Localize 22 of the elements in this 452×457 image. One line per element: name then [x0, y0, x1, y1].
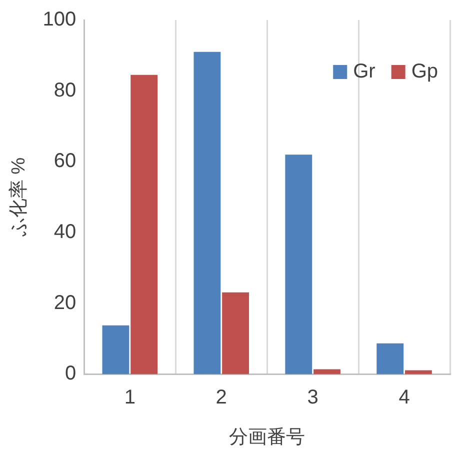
x-axis-title: 分画番号 — [229, 426, 306, 448]
bar — [314, 369, 340, 374]
y-tick-label: 80 — [54, 79, 76, 102]
bar — [194, 52, 221, 374]
legend-label: Gr — [353, 60, 376, 83]
x-tick-label: 1 — [124, 386, 136, 409]
bar — [130, 74, 158, 374]
x-tick-label: 3 — [307, 386, 318, 409]
y-tick-label: 40 — [54, 221, 76, 244]
x-tick-label: 4 — [398, 386, 410, 409]
bar — [102, 325, 130, 374]
y-tick-label: 20 — [54, 292, 76, 314]
legend-label: Gp — [411, 60, 438, 83]
y-tick-label: 100 — [42, 8, 76, 31]
bar — [404, 370, 432, 374]
bar — [376, 343, 404, 374]
bar — [222, 292, 249, 374]
x-tick-label: 2 — [216, 386, 227, 409]
y-axis-title: ふ化率 % — [8, 157, 30, 238]
bar — [285, 154, 312, 374]
y-tick-label: 0 — [65, 362, 76, 385]
y-tick-label: 60 — [54, 150, 76, 172]
